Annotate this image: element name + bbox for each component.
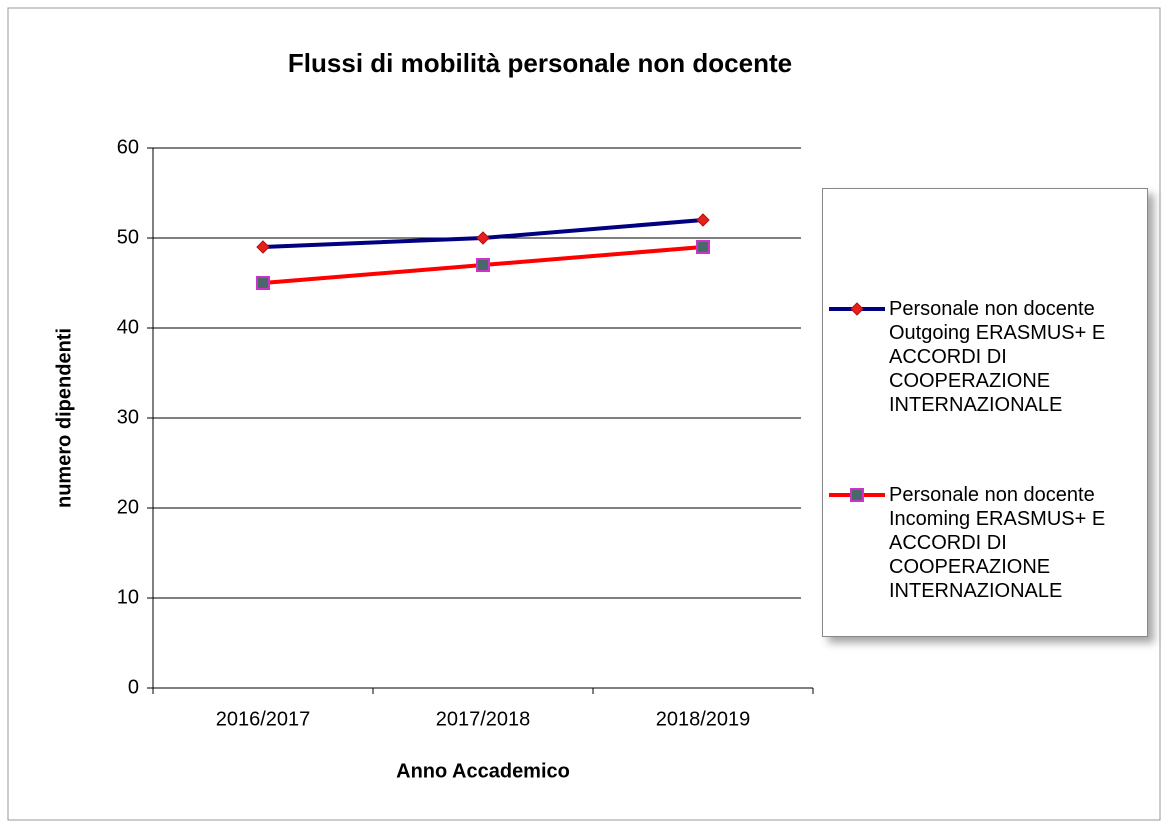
legend-marker — [850, 488, 864, 502]
marker — [476, 258, 490, 272]
x-tick-label: 2018/2019 — [656, 708, 751, 730]
marker — [256, 240, 270, 254]
marker — [476, 231, 490, 245]
y-tick-label: 10 — [117, 586, 139, 608]
y-tick-label: 0 — [128, 676, 139, 698]
legend-swatch — [829, 488, 885, 502]
x-tick-label: 2017/2018 — [436, 708, 531, 730]
x-axis-title: Anno Accademico — [396, 760, 570, 782]
x-tick-label: 2016/2017 — [216, 708, 311, 730]
y-tick-label: 40 — [117, 316, 139, 338]
marker — [696, 240, 710, 254]
legend-swatch — [829, 302, 885, 316]
y-tick-label: 20 — [117, 496, 139, 518]
y-tick-label: 60 — [117, 136, 139, 158]
legend-marker — [850, 302, 864, 316]
y-axis-title: numero dipendenti — [53, 328, 75, 508]
legend-label: Personale non docente Outgoing ERASMUS+ … — [889, 298, 1106, 416]
legend: Personale non docente Outgoing ERASMUS+ … — [822, 188, 1148, 637]
marker — [256, 276, 270, 290]
marker — [696, 213, 710, 227]
y-tick-label: 30 — [117, 406, 139, 428]
y-tick-label: 50 — [117, 226, 139, 248]
legend-label: Personale non docente Incoming ERASMUS+ … — [889, 484, 1106, 602]
chart-title: Flussi di mobilità personale non docente — [288, 48, 792, 78]
